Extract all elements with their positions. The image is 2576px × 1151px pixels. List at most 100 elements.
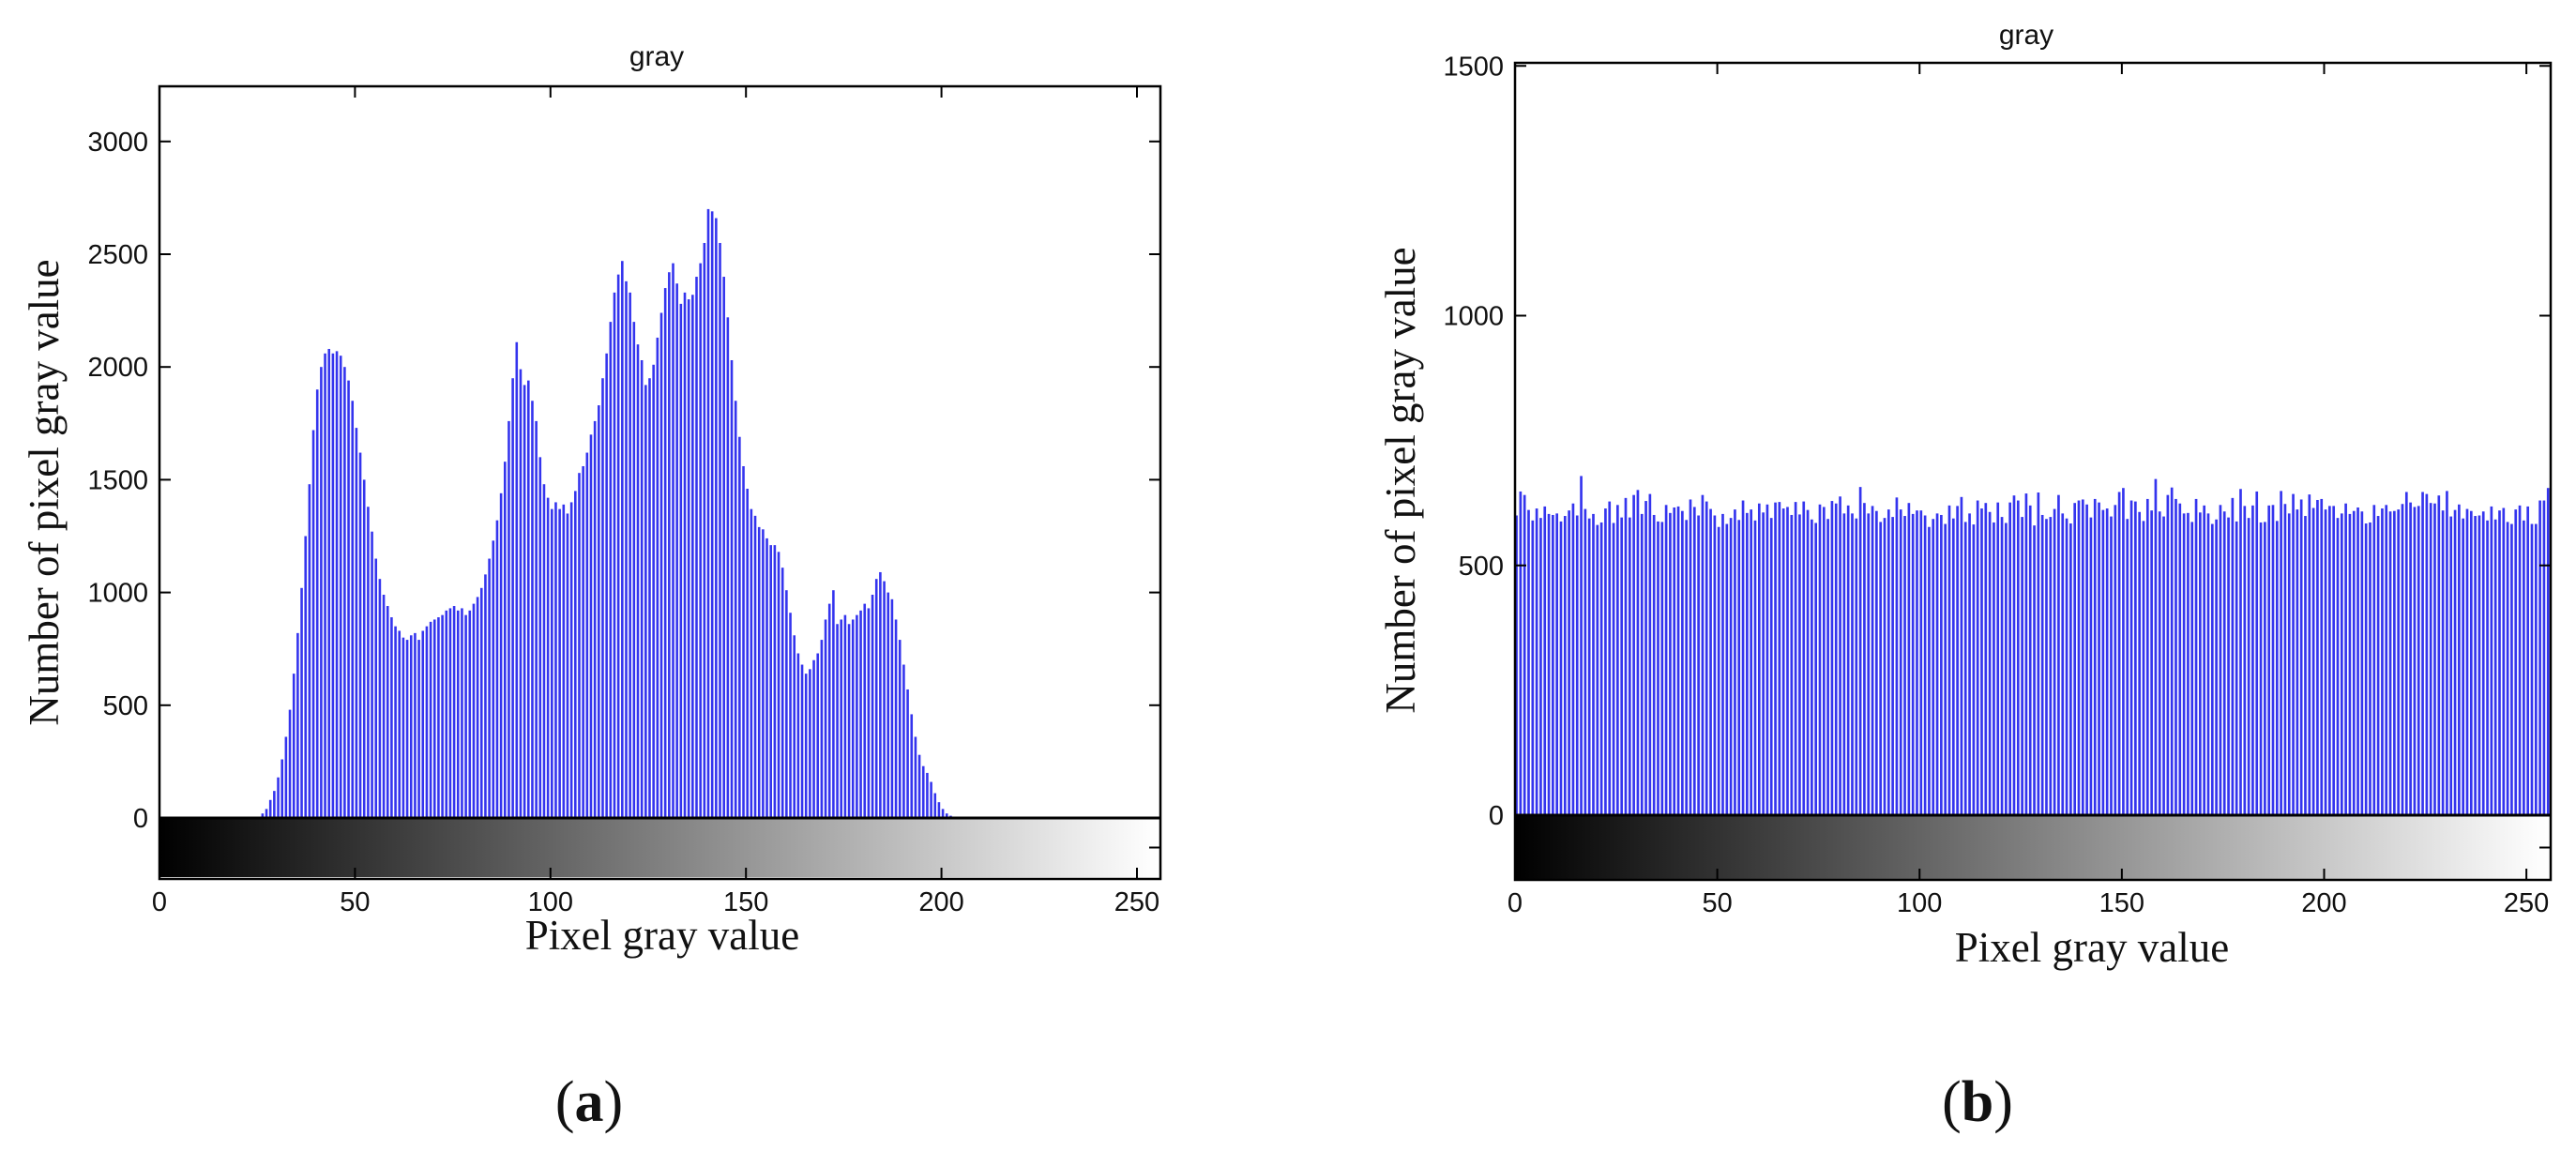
bar-b-46 <box>1701 494 1705 815</box>
bar-a-127 <box>656 337 659 818</box>
bar-a-45 <box>335 351 339 818</box>
bar-a-136 <box>691 295 694 818</box>
bar-b-177 <box>2231 497 2235 815</box>
axes-frame-a <box>158 84 1162 881</box>
bar-b-207 <box>2352 510 2356 815</box>
bar-a-29 <box>273 791 276 818</box>
bar-b-118 <box>1993 522 1995 815</box>
bar-b-82 <box>1846 505 1850 815</box>
bar-b-158 <box>2154 478 2158 815</box>
bar-b-218 <box>2397 509 2401 815</box>
bar-b-64 <box>1774 502 1777 815</box>
bar-a-120 <box>629 292 631 818</box>
bar-a-174 <box>840 619 843 818</box>
histogram-chart-a: gray 0 50 100 150 200 25005001000150020002500… <box>21 41 1162 1134</box>
y-tick-label-b-1500: 1500 <box>1443 52 1504 82</box>
chart-title-b: gray <box>1999 20 2053 51</box>
bar-b-255 <box>2546 488 2550 815</box>
bar-a-73 <box>445 610 448 818</box>
bar-a-189 <box>898 640 902 818</box>
bar-b-17 <box>1583 508 1587 815</box>
bar-a-181 <box>867 608 871 818</box>
axes-frame-b <box>1513 61 2553 882</box>
bar-b-228 <box>2437 495 2441 815</box>
bar-b-1 <box>1519 491 1523 815</box>
bar-a-37 <box>304 536 307 818</box>
bar-a-137 <box>695 277 698 818</box>
bar-b-150 <box>2122 488 2125 815</box>
bar-a-133 <box>679 303 683 818</box>
x-tick-label-a-0: 0 <box>152 887 167 917</box>
bar-b-212 <box>2372 505 2376 815</box>
bar-a-151 <box>750 508 753 818</box>
bar-b-146 <box>2105 508 2109 815</box>
bar-a-141 <box>710 211 714 818</box>
bar-b-110 <box>1960 496 1963 815</box>
bar-b-23 <box>1608 501 1612 815</box>
bar-a-122 <box>636 344 640 818</box>
y-tick-label-b-1000: 1000 <box>1443 302 1504 332</box>
bar-a-153 <box>757 526 761 818</box>
bar-b-105 <box>1940 514 1943 815</box>
bar-a-106 <box>574 491 577 818</box>
bar-b-232 <box>2453 509 2457 815</box>
bar-a-40 <box>315 389 319 818</box>
bar-a-30 <box>277 777 280 818</box>
bar-b-32 <box>1644 501 1647 815</box>
bar-b-153 <box>2134 501 2137 815</box>
bar-b-103 <box>1932 519 1935 815</box>
bar-b-49 <box>1713 515 1717 815</box>
bar-b-253 <box>2538 500 2541 815</box>
bar-a-193 <box>914 736 917 818</box>
bar-a-85 <box>492 540 495 818</box>
bar-a-84 <box>488 558 491 818</box>
bar-a-190 <box>902 664 905 818</box>
bar-a-44 <box>331 353 335 818</box>
bar-b-34 <box>1652 514 1656 815</box>
bar-a-138 <box>699 263 702 818</box>
bar-b-165 <box>2182 513 2186 815</box>
bar-b-236 <box>2469 510 2473 815</box>
bar-b-241 <box>2490 506 2493 815</box>
bar-a-52 <box>362 479 366 818</box>
bar-b-136 <box>2065 518 2068 815</box>
bar-b-240 <box>2486 520 2489 816</box>
bar-a-169 <box>820 640 824 818</box>
bar-b-210 <box>2364 523 2368 815</box>
bar-a-89 <box>508 420 510 818</box>
bar-a-191 <box>906 689 909 818</box>
bar-a-79 <box>468 610 472 818</box>
bar-b-109 <box>1956 506 1959 815</box>
bar-a-160 <box>785 590 788 818</box>
bar-a-46 <box>339 356 342 818</box>
bar-a-178 <box>856 614 858 818</box>
bar-b-14 <box>1571 503 1575 815</box>
bar-b-174 <box>2219 505 2222 815</box>
bar-a-75 <box>452 606 456 818</box>
bar-a-167 <box>812 659 815 818</box>
bar-a-146 <box>730 359 734 818</box>
bar-b-93 <box>1891 517 1894 815</box>
bar-b-239 <box>2481 511 2485 815</box>
bar-b-213 <box>2376 516 2380 815</box>
bars-a <box>261 208 1062 819</box>
bar-a-70 <box>432 619 436 818</box>
bar-a-135 <box>687 299 690 819</box>
bar-b-26 <box>1620 517 1624 815</box>
bar-a-168 <box>816 653 820 818</box>
bar-a-183 <box>874 579 878 818</box>
bar-b-140 <box>2081 499 2084 815</box>
x-axis-label-b: Pixel gray value <box>1955 924 2229 971</box>
bar-b-233 <box>2458 504 2461 815</box>
bar-b-191 <box>2287 513 2291 815</box>
bar-b-9 <box>1552 514 1554 815</box>
bar-b-3 <box>1527 509 1530 815</box>
bar-b-58 <box>1750 509 1753 815</box>
bar-b-221 <box>2409 502 2412 815</box>
bar-b-141 <box>2085 504 2088 815</box>
bar-a-161 <box>789 613 792 818</box>
bar-a-147 <box>734 401 737 818</box>
bar-b-208 <box>2356 507 2359 815</box>
bar-a-100 <box>551 508 553 818</box>
